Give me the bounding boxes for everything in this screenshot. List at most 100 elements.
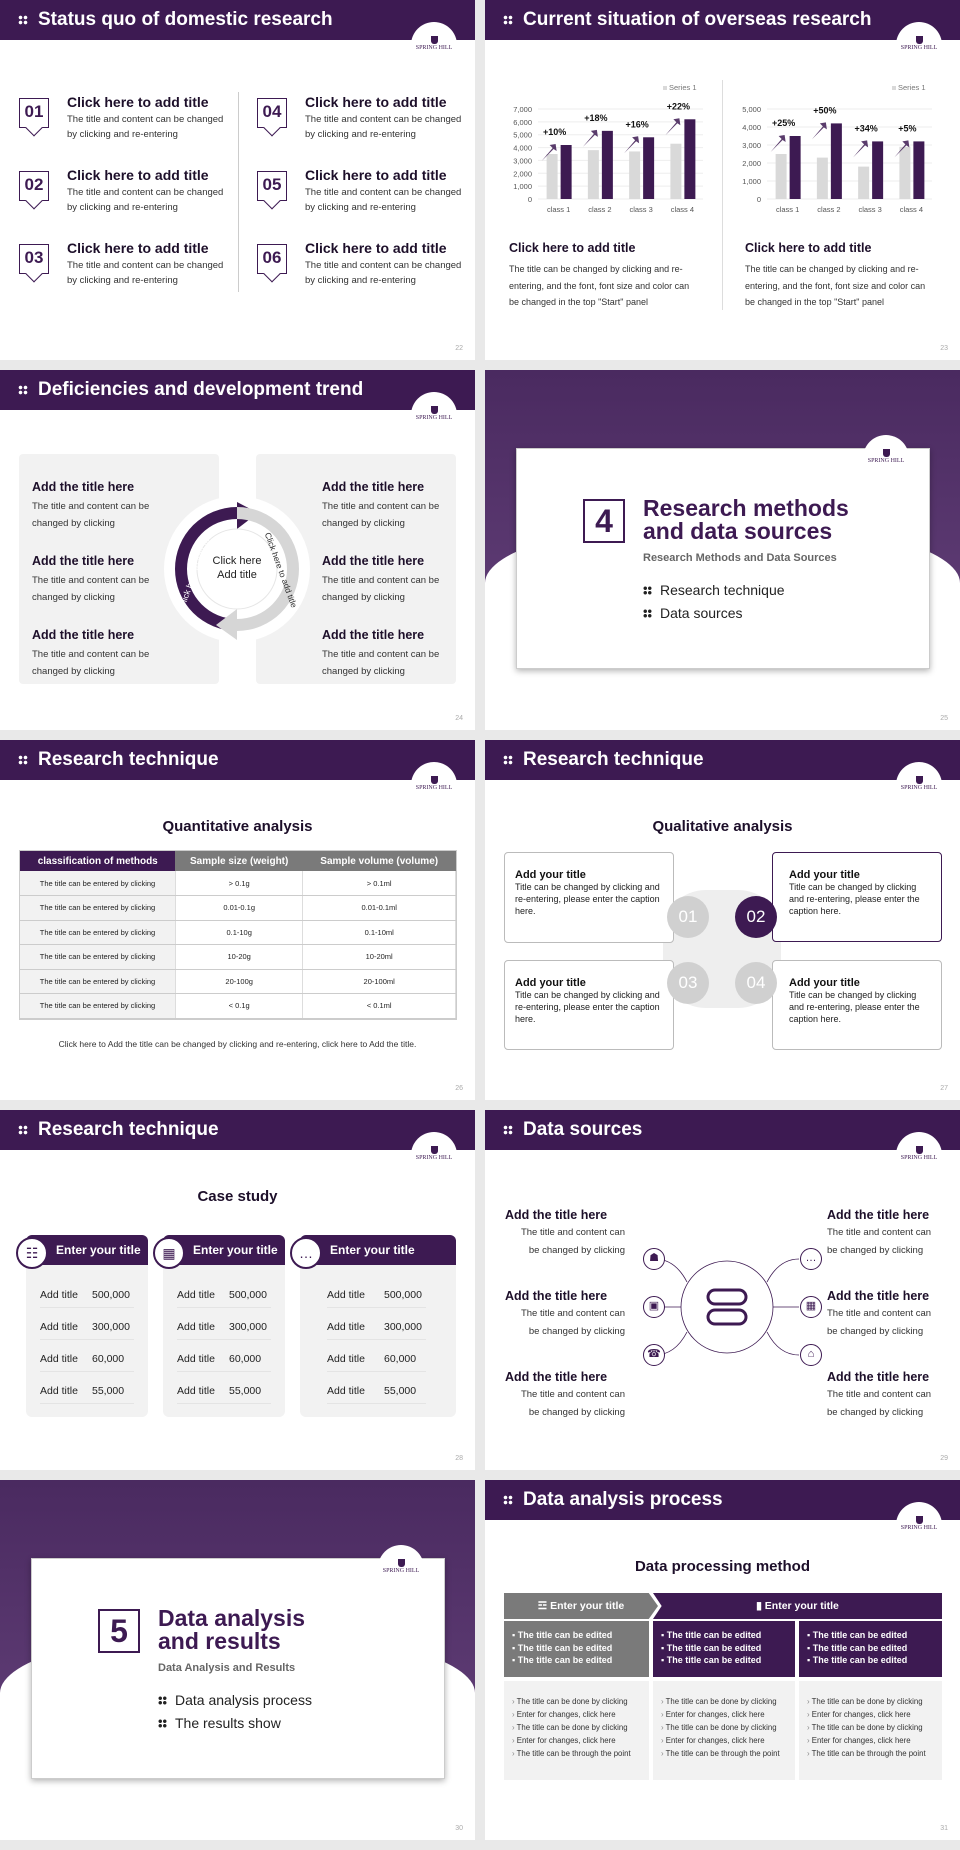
arrow-head-icon (216, 609, 237, 640)
list-item: The title can be done by clicking (512, 1721, 641, 1734)
slide-27[interactable]: Research technique SPRING HILL Qualitativ… (485, 740, 960, 1100)
x-tick-label: class 2 (817, 205, 840, 214)
x-tick-label: class 3 (858, 205, 881, 214)
table-cell[interactable]: 10-20ml (302, 944, 456, 970)
slide-23[interactable]: Current situation of overseas research S… (485, 0, 960, 360)
center-line: Add title (217, 569, 257, 581)
bar[interactable] (684, 119, 696, 199)
table-cell[interactable]: The title can be entered by clicking (20, 920, 176, 945)
list-item: The title can be done by clicking (807, 1721, 934, 1734)
qualitative-box[interactable]: Add your title Title can be changed by cl… (772, 852, 942, 942)
slide-24[interactable]: Deficiencies and development trend SPRIN… (0, 370, 475, 730)
item-text: The title and content can be (32, 649, 150, 660)
table-cell[interactable]: The title can be entered by clicking (20, 944, 176, 970)
section-item[interactable]: The results show (158, 1715, 281, 1731)
bar[interactable] (872, 141, 884, 199)
table-cell[interactable]: < 0.1ml (302, 993, 456, 1019)
slide-25[interactable]: SPRING HILL 4 Research methods and data … (485, 370, 960, 730)
bar[interactable] (899, 146, 911, 199)
qualitative-box[interactable]: Add your title Title can be changed by cl… (504, 960, 674, 1050)
box-title: Add your title (515, 869, 586, 881)
dots-icon (503, 1124, 513, 1135)
table-cell[interactable]: 20-100g (175, 969, 304, 994)
table-cell[interactable]: The title can be entered by clicking (20, 969, 176, 994)
bar[interactable] (670, 143, 682, 199)
bar[interactable] (830, 123, 842, 199)
bar[interactable] (587, 150, 599, 199)
header-label: Enter your title (550, 1600, 625, 1612)
bar[interactable] (775, 154, 787, 199)
cycle-center-label[interactable]: Click here Add title (162, 554, 312, 582)
table-cell[interactable]: 0.01-0.1ml (302, 895, 456, 921)
slide-header: Research technique (0, 740, 475, 780)
row-value: 60,000 (384, 1353, 417, 1365)
slide-29[interactable]: Data sources SPRING HILL Add the title h… (485, 1110, 960, 1470)
bar[interactable] (789, 136, 801, 199)
row-value: 300,000 (92, 1321, 130, 1333)
table-cell[interactable]: 0.01-0.1g (175, 895, 304, 921)
growth-label: +18% (584, 113, 607, 123)
slide-28[interactable]: Research technique SPRING HILL Case study… (0, 1110, 475, 1470)
table-cell[interactable]: The title can be entered by clicking (20, 993, 176, 1019)
table-cell[interactable]: The title can be entered by clicking (20, 871, 176, 896)
item-text: be changed by clicking (528, 1245, 625, 1256)
page-number: 25 (940, 715, 948, 722)
bar[interactable] (629, 151, 641, 199)
x-tick-label: class 2 (588, 205, 611, 214)
bar[interactable] (546, 154, 558, 199)
step-circle: 04 (735, 962, 777, 1004)
table-cell[interactable]: The title can be entered by clicking (20, 895, 176, 921)
item-title: Click here to add title (305, 94, 447, 110)
block-text: The title can be changed by clicking and… (509, 264, 690, 307)
row-label: Add title (40, 1385, 78, 1397)
cycle-arc-left[interactable] (175, 507, 237, 631)
bar[interactable] (816, 157, 828, 199)
growth-label: +25% (772, 118, 795, 128)
slide-30[interactable]: SPRING HILL 5 Data analysis and results … (0, 1480, 475, 1840)
slide-22[interactable]: Status quo of domestic research SPRING H… (0, 0, 475, 360)
section-item[interactable]: Data analysis process (158, 1692, 312, 1708)
item-text: changed by clicking (32, 666, 115, 677)
page-number: 27 (940, 1085, 948, 1092)
section-item[interactable]: Data sources (643, 605, 742, 621)
slide-31[interactable]: Data analysis process SPRING HILL Data pr… (485, 1480, 960, 1840)
section-subtitle: Research Methods and Data Sources (643, 552, 837, 564)
bar[interactable] (858, 166, 870, 199)
table-cell[interactable]: 10-20g (175, 944, 304, 970)
section-item[interactable]: Research technique (643, 582, 785, 598)
item-title: Add the title here (827, 1289, 930, 1303)
item-title: Click here to add title (305, 167, 447, 183)
table-cell[interactable]: 0.1-10ml (302, 920, 456, 945)
cycle-arc-right[interactable] (237, 507, 299, 631)
slide-26[interactable]: Research technique SPRING HILL Quantitati… (0, 740, 475, 1100)
bar[interactable] (601, 130, 613, 199)
table-cell[interactable]: > 0.1ml (302, 871, 456, 896)
x-tick-label: class 1 (776, 205, 799, 214)
header-label: Enter your title (764, 1600, 839, 1612)
table-cell[interactable]: > 0.1g (175, 871, 304, 896)
case-row: Add title 60,000 (327, 1346, 426, 1372)
table-cell[interactable]: < 0.1g (175, 993, 304, 1019)
qualitative-box[interactable]: Add your title Title can be changed by cl… (772, 960, 942, 1050)
column-header: Sample volume (volume) (302, 851, 456, 871)
page-number: 29 (940, 1455, 948, 1462)
item-text: The title and content can (520, 1227, 625, 1238)
list-item: The title can be edited (512, 1642, 641, 1655)
item-text: changed by clicking (322, 666, 405, 677)
y-tick-label: 2,000 (513, 169, 532, 178)
section-title-line: Research methods (643, 495, 849, 521)
table-cell[interactable]: 20-100ml (302, 969, 456, 994)
row-label: Add title (177, 1353, 215, 1365)
bar[interactable] (643, 137, 655, 199)
header-right: ▮ Enter your title (653, 1593, 942, 1619)
bar[interactable] (913, 141, 925, 199)
college-logo: SPRING HILL (411, 392, 457, 438)
chat-icon: … (800, 1248, 822, 1270)
header-left: ☲ Enter your title (504, 1593, 658, 1619)
qualitative-box[interactable]: Add your title Title can be changed by cl… (504, 852, 674, 943)
box-text: Title can be changed by clicking and re-… (515, 882, 660, 916)
table-cell[interactable]: 0.1-10g (175, 920, 304, 945)
dots-icon (18, 384, 28, 395)
bar[interactable] (560, 145, 572, 199)
